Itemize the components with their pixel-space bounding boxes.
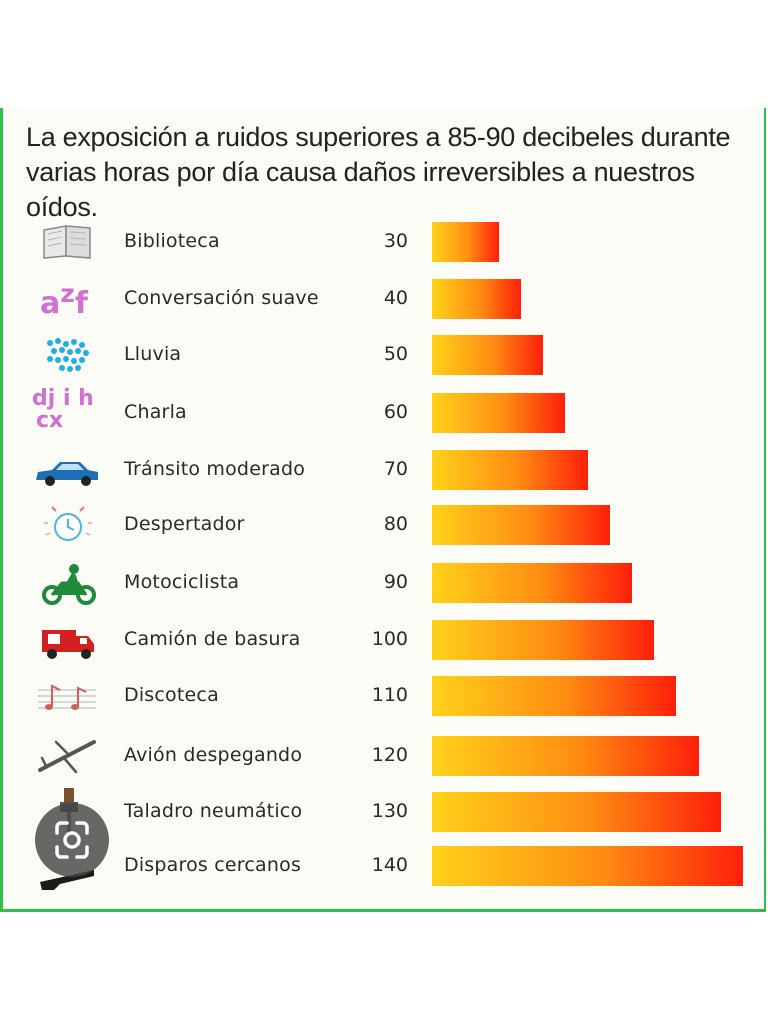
category-label: Lluvia <box>124 343 182 365</box>
lens-icon <box>55 821 89 859</box>
car-icon <box>34 446 100 494</box>
garbage-truck-icon <box>34 616 100 664</box>
value-label: 60 <box>383 401 408 423</box>
value-label: 30 <box>383 230 408 252</box>
chart-row: dj i h cx Charla 60 <box>0 385 766 441</box>
value-label: 80 <box>383 513 408 535</box>
letters-chatter-icon: dj i h cx <box>32 386 94 433</box>
category-label: Tránsito moderado <box>124 458 306 480</box>
value-label: 50 <box>383 343 408 365</box>
bar <box>432 792 721 832</box>
bar <box>432 222 499 262</box>
image-search-lens-button[interactable] <box>35 803 109 877</box>
bar <box>432 393 565 433</box>
bar <box>432 335 543 375</box>
category-label: Despertador <box>124 513 245 535</box>
value-label: 140 <box>371 854 408 876</box>
bar <box>432 279 521 319</box>
category-label: Conversación suave <box>124 287 319 309</box>
chart-row: Camión de basura 100 <box>0 612 766 668</box>
value-label: 110 <box>371 684 408 706</box>
bar <box>432 846 743 886</box>
value-label: 90 <box>383 571 408 593</box>
chart-row: azf Conversación suave 40 <box>0 271 766 327</box>
category-label: Charla <box>124 401 187 423</box>
value-label: 70 <box>383 458 408 480</box>
chart-title: La exposición a ruidos superiores a 85-9… <box>26 122 731 222</box>
category-label: Camión de basura <box>124 628 301 650</box>
bar <box>432 450 588 490</box>
music-notes-icon <box>34 672 100 720</box>
chart-row: Motociclista 90 <box>0 555 766 611</box>
chart-row: Lluvia 50 <box>0 327 766 383</box>
chart-panel <box>0 108 766 912</box>
airplane-icon <box>34 732 100 780</box>
chart-row: Avión despegando 120 <box>0 728 766 784</box>
bar <box>432 676 676 716</box>
bar <box>432 505 610 545</box>
letters-azf-icon: azf <box>40 279 88 321</box>
rain-drops-icon <box>34 331 100 379</box>
value-label: 130 <box>371 800 408 822</box>
chart-row: Tránsito moderado 70 <box>0 442 766 498</box>
chart-row: Taladro neumático 130 <box>0 784 766 840</box>
value-label: 40 <box>383 287 408 309</box>
value-label: 120 <box>371 744 408 766</box>
category-label: Disparos cercanos <box>124 854 302 876</box>
value-label: 100 <box>371 628 408 650</box>
category-label: Avión despegando <box>124 744 303 766</box>
chart-row: Despertador 80 <box>0 497 766 553</box>
book-icon <box>34 218 100 266</box>
chart-row: Biblioteca 30 <box>0 214 766 270</box>
motorcycle-icon <box>34 559 100 607</box>
category-label: Motociclista <box>124 571 240 593</box>
bar <box>432 620 654 660</box>
category-label: Biblioteca <box>124 230 220 252</box>
chart-row: Disparos cercanos 140 <box>0 838 766 894</box>
category-label: Taladro neumático <box>124 800 303 822</box>
bar <box>432 736 699 776</box>
chart-row: Discoteca 110 <box>0 668 766 724</box>
category-label: Discoteca <box>124 684 219 706</box>
bar <box>432 563 632 603</box>
alarm-clock-icon <box>34 501 100 549</box>
